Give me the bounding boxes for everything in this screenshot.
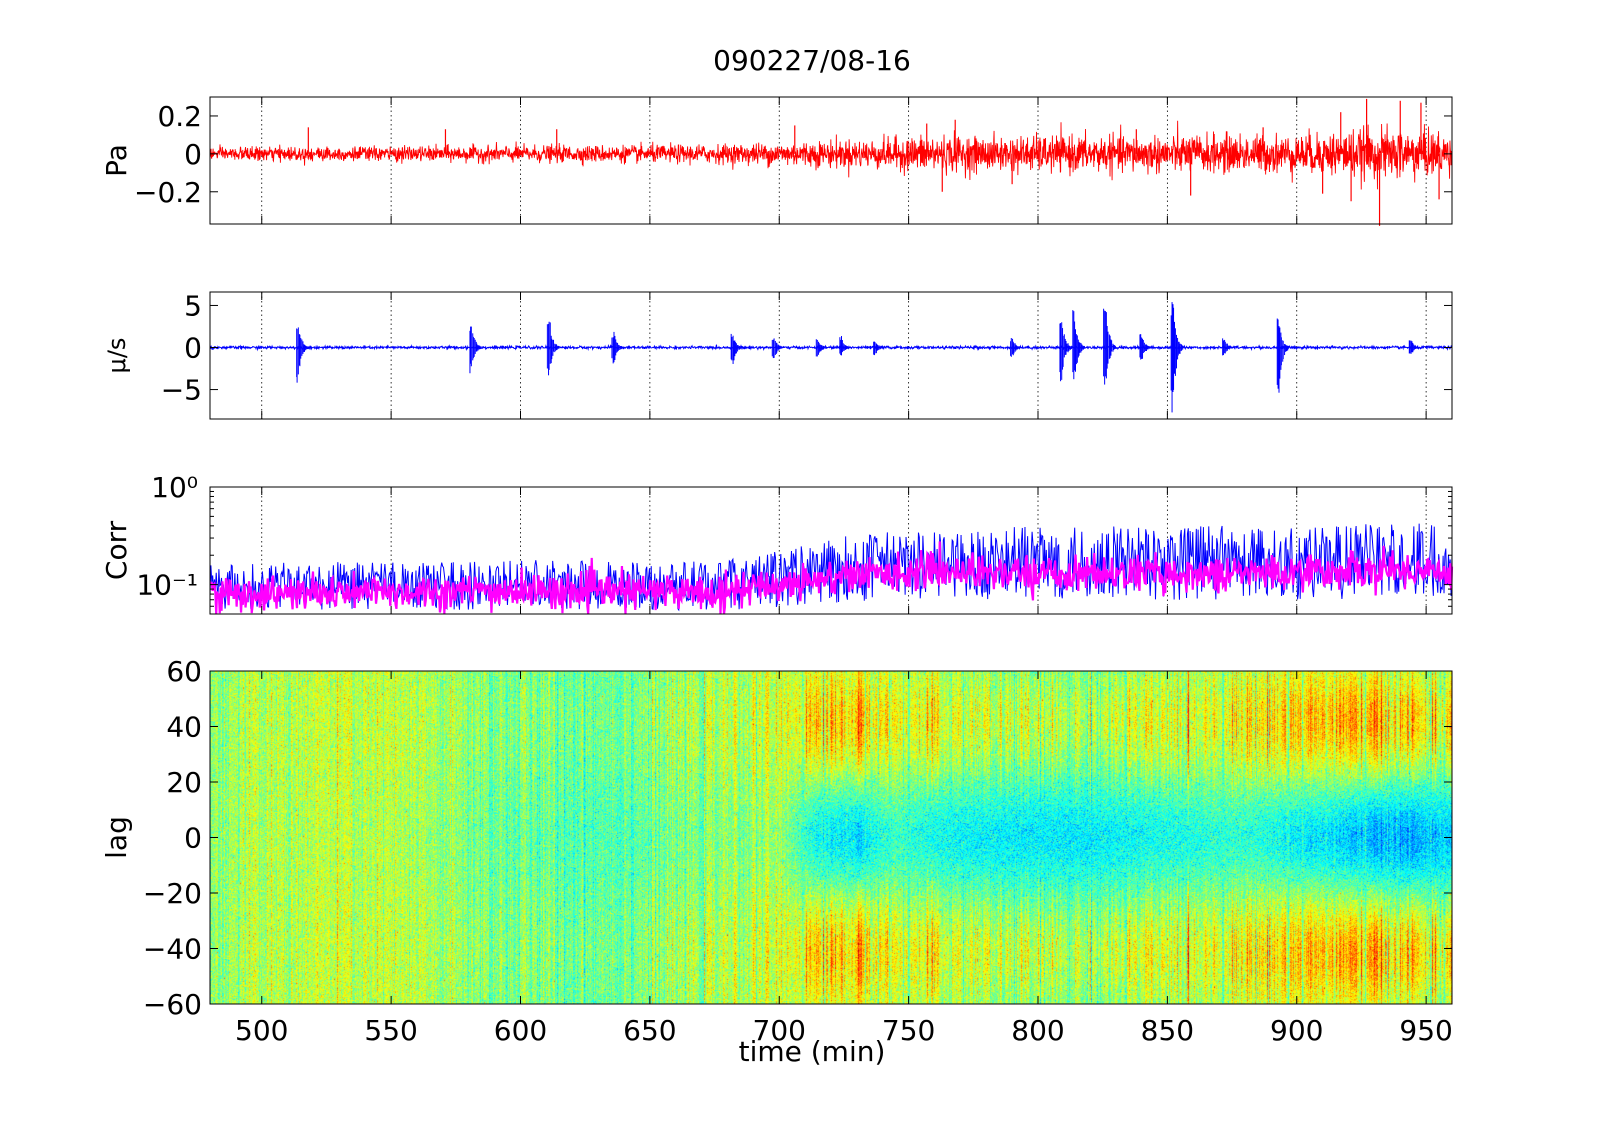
y-tick-label: −0.2	[134, 176, 202, 209]
velocity-ticks: 5 0 −5	[161, 289, 1452, 419]
lag-ticks: 500 550 600 650 700 750 800 850 900 950 60 40 20 0 −20…	[143, 655, 1453, 1047]
correlation-ticks: 10⁰ 10⁻¹	[136, 471, 1452, 615]
velocity-burst	[296, 327, 309, 383]
x-axis-label: time (min)	[739, 1035, 886, 1068]
y-tick-label: 40	[166, 711, 202, 744]
y-tick-label: 10⁰	[151, 471, 198, 504]
y-tick-label: 10⁻¹	[136, 569, 198, 602]
y-tick-label: −20	[143, 877, 202, 910]
figure-title: 090227/08-16	[713, 44, 911, 77]
x-tick-label: 950	[1399, 1014, 1452, 1047]
pressure-panel: 0.2 0 −0.2 Pa	[100, 96, 1453, 226]
velocity-burst	[1276, 318, 1290, 393]
correlation-y-label: Corr	[100, 520, 133, 580]
velocity-burst	[1059, 322, 1073, 382]
y-tick-label: 0.2	[157, 100, 202, 133]
lag-heatmap-panel: 500 550 600 650 700 750 800 850 900 950 60 40 20 0 −20…	[100, 655, 1453, 1047]
y-tick-label: −40	[143, 933, 202, 966]
y-tick-label: 0	[184, 138, 202, 171]
velocity-axes-frame	[209, 291, 1453, 420]
y-tick-label: 0	[184, 332, 202, 365]
x-tick-label: 550	[364, 1014, 417, 1047]
velocity-burst	[1072, 310, 1085, 380]
x-tick-label: 800	[1011, 1014, 1064, 1047]
velocity-burst	[1170, 302, 1184, 413]
correlation-axes-frame	[209, 486, 1453, 615]
velocity-burst	[1103, 308, 1116, 385]
velocity-panel: 5 0 −5 μ/s	[103, 289, 1453, 420]
x-tick-label: 750	[882, 1014, 935, 1047]
x-tick-label: 600	[494, 1014, 547, 1047]
x-tick-label: 700	[753, 1014, 806, 1047]
lag-y-label: lag	[100, 816, 133, 859]
x-tick-label: 850	[1141, 1014, 1194, 1047]
velocity-grid	[261, 292, 1427, 419]
velocity-burst	[839, 336, 853, 356]
velocity-burst	[546, 321, 560, 376]
velocity-y-label: μ/s	[103, 338, 131, 374]
velocity-burst	[815, 339, 829, 357]
velocity-burst	[1408, 340, 1422, 354]
x-tick-label: 900	[1270, 1014, 1323, 1047]
y-tick-label: −5	[161, 374, 202, 407]
x-tick-label: 650	[623, 1014, 676, 1047]
pressure-y-label: Pa	[100, 144, 133, 177]
pressure-series	[209, 98, 1453, 226]
velocity-series	[209, 302, 1453, 413]
velocity-burst	[469, 326, 483, 374]
correlation-panel: 10⁰ 10⁻¹ Corr	[100, 471, 1454, 615]
correlation-series	[209, 523, 1454, 615]
x-tick-label: 500	[235, 1014, 288, 1047]
pressure-axes-frame	[209, 96, 1453, 225]
correlation-series-magenta	[209, 541, 1454, 615]
y-tick-label: 20	[166, 766, 202, 799]
velocity-burst	[730, 333, 744, 364]
y-tick-label: 60	[166, 655, 202, 688]
lag-heatmap-image	[210, 671, 1452, 1004]
velocity-burst	[873, 341, 886, 356]
velocity-burst	[1010, 338, 1023, 357]
pressure-trace	[209, 120, 1453, 190]
y-tick-label: 5	[184, 289, 202, 322]
velocity-trace	[209, 344, 1453, 352]
pressure-ticks: 0.2 0 −0.2	[134, 97, 1452, 224]
y-tick-label: 0	[184, 822, 202, 855]
velocity-burst	[1139, 334, 1153, 360]
lag-heatmap	[210, 671, 1452, 1004]
velocity-burst	[611, 331, 625, 364]
y-tick-label: −60	[143, 988, 202, 1021]
velocity-burst	[771, 338, 785, 359]
velocity-burst	[1222, 338, 1235, 356]
